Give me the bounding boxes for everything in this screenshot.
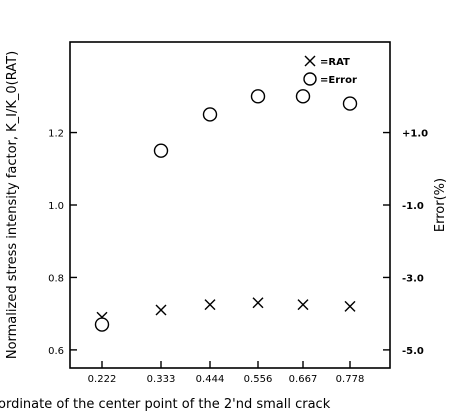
right-tick-label: -1.0 bbox=[402, 201, 424, 212]
left-tick-label: 1.0 bbox=[48, 201, 64, 212]
left-axis-ticks: 0.6 0.8 1.0 1.2 bbox=[48, 129, 77, 357]
rat-point bbox=[204, 299, 216, 311]
x-tick-label: 0.444 bbox=[196, 374, 225, 385]
right-tick-label: -3.0 bbox=[402, 273, 424, 284]
error-point bbox=[202, 107, 218, 122]
error-point bbox=[342, 96, 358, 111]
rat-point bbox=[297, 299, 309, 311]
x-axis-ticks: 0.222 0.333 0.444 0.556 0.667 0.778 bbox=[88, 361, 365, 385]
x-axis-title: ordinate of the center point of the 2'nd… bbox=[0, 397, 331, 412]
x-tick-label: 0.556 bbox=[244, 374, 273, 385]
error-point bbox=[153, 143, 169, 158]
y-axis-title: Normalized stress intensity factor, K_I/… bbox=[5, 51, 20, 359]
legend-marker-rat bbox=[304, 55, 316, 67]
x-tick-label: 0.333 bbox=[147, 374, 176, 385]
right-tick-label: +1.0 bbox=[402, 129, 428, 140]
right-axis-ticks: -5.0 -3.0 -1.0 +1.0 bbox=[383, 129, 428, 357]
x-tick-label: 0.222 bbox=[88, 374, 117, 385]
rat-point bbox=[252, 297, 264, 309]
left-tick-label: 0.6 bbox=[48, 346, 64, 357]
legend-label-error: =Error bbox=[320, 75, 357, 86]
legend: =RAT =Error bbox=[303, 55, 357, 86]
x-tick-label: 0.778 bbox=[336, 374, 365, 385]
error-point bbox=[295, 89, 311, 104]
legend-marker-error bbox=[303, 72, 317, 86]
x-tick-label: 0.667 bbox=[289, 374, 318, 385]
plot-frame bbox=[69, 41, 391, 369]
left-tick-label: 0.8 bbox=[48, 273, 64, 284]
error-point bbox=[250, 89, 266, 104]
rat-point bbox=[344, 300, 356, 312]
y2-axis-title: Error(%) bbox=[433, 178, 448, 232]
rat-point bbox=[155, 304, 167, 316]
right-tick-label: -5.0 bbox=[402, 346, 424, 357]
left-tick-label: 1.2 bbox=[48, 129, 64, 140]
error-point bbox=[94, 317, 110, 332]
series-layer bbox=[94, 89, 358, 332]
legend-label-rat: =RAT bbox=[320, 57, 350, 68]
